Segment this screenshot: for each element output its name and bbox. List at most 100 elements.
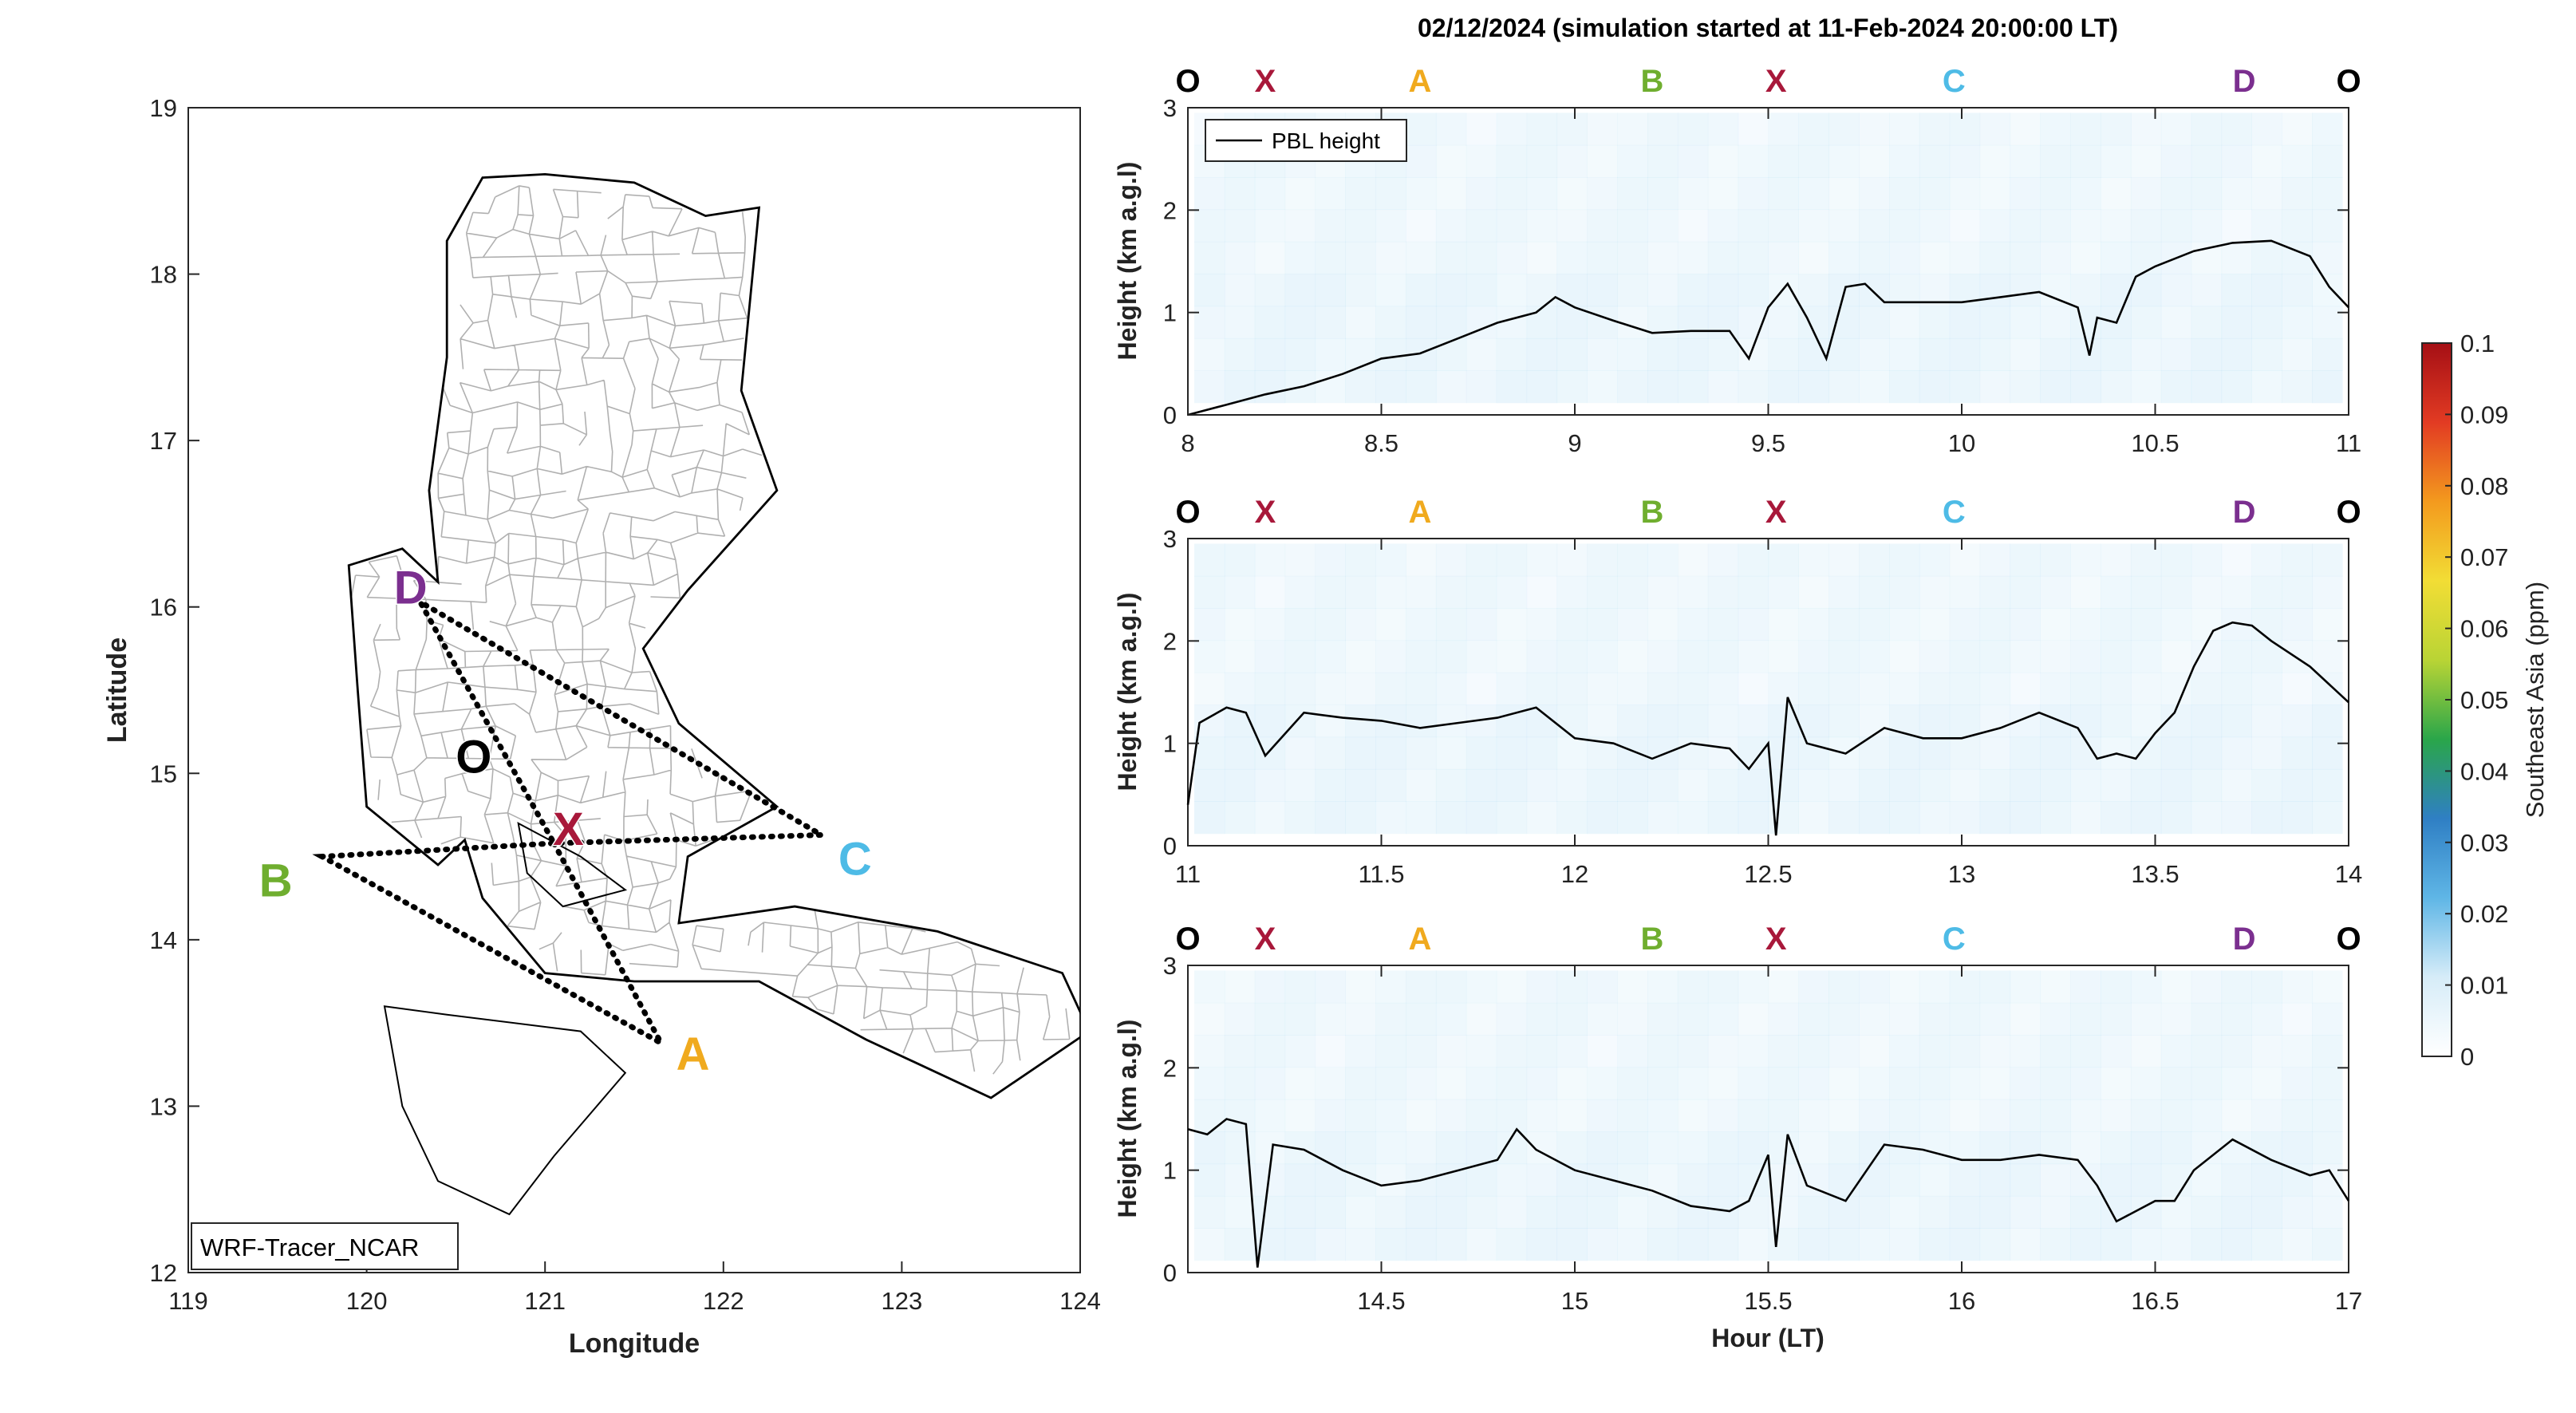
tracer-cell (1526, 370, 1558, 404)
tracer-cell (1949, 575, 1981, 609)
tracer-cell (1556, 1131, 1588, 1165)
tracer-cell (2160, 1067, 2192, 1100)
tracer-cell (1406, 306, 1437, 339)
tracer-cell (1738, 801, 1769, 835)
tracer-cell (2251, 1002, 2282, 1036)
tracer-cell (2312, 608, 2343, 641)
tracer-cell (2130, 274, 2162, 307)
tracer-cell (2251, 1131, 2282, 1165)
tracer-cell (1798, 1067, 1829, 1100)
tracer-cell (1798, 1131, 1829, 1165)
tracer-cell (2010, 1067, 2041, 1100)
waypoint-marker-x: X (1255, 64, 1276, 99)
map-waypoint-c: C (838, 833, 872, 885)
tracer-cell (1315, 306, 1346, 339)
colorbar-tick-label: 0.01 (2460, 972, 2508, 1000)
tracer-cell (2312, 575, 2343, 609)
tracer-cell (1435, 1195, 1467, 1229)
tracer-cell (2010, 768, 2041, 802)
tracer-cell (1587, 1195, 1618, 1229)
tracer-cell (1435, 1067, 1467, 1100)
tracer-cell (1949, 209, 1981, 243)
tracer-cell (1224, 209, 1256, 243)
tracer-cell (1979, 1067, 2011, 1100)
tracer-cell (1435, 705, 1467, 738)
tracer-cell (2282, 1002, 2313, 1036)
tracer-cell (1859, 1195, 1890, 1229)
tracer-cell (1677, 736, 1709, 770)
tracer-cell (1526, 1228, 1558, 1261)
tracer-cell (1496, 640, 1528, 673)
tracer-cell (1979, 672, 2011, 705)
map-waypoint-b: B (259, 855, 293, 907)
tracer-cell (1224, 1035, 1256, 1068)
tracer-cell (1406, 640, 1437, 673)
tracer-cell (2160, 608, 2192, 641)
tracer-cell (1617, 672, 1648, 705)
tracer-cell (2160, 1002, 2192, 1036)
tracer-cell (2251, 543, 2282, 577)
tracer-cell (1919, 370, 1951, 404)
tracer-cell (1435, 177, 1467, 211)
x-tick-label: 17 (2335, 1287, 2362, 1315)
tracer-cell (1617, 543, 1648, 577)
waypoint-marker-x: X (1255, 922, 1276, 957)
tracer-cell (1587, 337, 1618, 371)
tracer-cell (1466, 768, 1497, 802)
tracer-cell (1375, 337, 1406, 371)
tracer-cell (1707, 1067, 1739, 1100)
tracer-cell (1919, 543, 1951, 577)
tracer-cell (1556, 1002, 1588, 1036)
tracer-cell (1284, 306, 1316, 339)
tracer-cell (2130, 736, 2162, 770)
tracer-cell (1738, 1067, 1769, 1100)
tracer-cell (1889, 608, 1920, 641)
tracer-cell (1647, 970, 1679, 1004)
tracer-cell (1949, 1035, 1981, 1068)
tracer-cell (2160, 209, 2192, 243)
tracer-cell (1617, 337, 1648, 371)
tracer-cell (2251, 575, 2282, 609)
x-tick-label: 11.5 (1358, 860, 1404, 888)
tracer-cell (1466, 1163, 1497, 1197)
tracer-cell (1556, 306, 1588, 339)
tracer-cell (2282, 640, 2313, 673)
tracer-cell (1768, 112, 1799, 146)
tracer-cell (1224, 768, 1256, 802)
tracer-cell (2282, 337, 2313, 371)
panel-3-x-axis-label: Hour (LT) (1711, 1324, 1825, 1352)
tracer-cell (1435, 209, 1467, 243)
tracer-cell (1617, 575, 1648, 609)
tracer-cell (2191, 705, 2223, 738)
tracer-cell (1768, 241, 1799, 274)
tracer-cell (2070, 1035, 2101, 1068)
tracer-cell (1979, 1099, 2011, 1132)
tracer-cell (1859, 768, 1890, 802)
tracer-cell (1617, 1067, 1648, 1100)
tracer-cell (2221, 144, 2252, 178)
tracer-cell (1315, 1099, 1346, 1132)
x-tick-label: 14 (2335, 860, 2362, 888)
tracer-cell (1345, 209, 1376, 243)
tracer-cell (2282, 177, 2313, 211)
legend-label: PBL height (1272, 128, 1380, 153)
tracer-cell (2160, 640, 2192, 673)
tracer-cell (1647, 1035, 1679, 1068)
tracer-cell (1406, 209, 1437, 243)
tracer-cell (1647, 274, 1679, 307)
tracer-cell (1919, 144, 1951, 178)
tracer-cell (1556, 1228, 1588, 1261)
tracer-cell (2130, 1228, 2162, 1261)
tracer-cell (1707, 1035, 1739, 1068)
tracer-cell (2070, 1228, 2101, 1261)
map-coastline (347, 172, 1080, 1099)
tracer-cell (1284, 736, 1316, 770)
tracer-cell (1194, 1002, 1225, 1036)
tracer-cell (2070, 543, 2101, 577)
tracer-cell (2282, 672, 2313, 705)
tracer-cell (1224, 274, 1256, 307)
tracer-cell (1738, 112, 1769, 146)
tracer-cell (2221, 736, 2252, 770)
tracer-cell (2130, 112, 2162, 146)
